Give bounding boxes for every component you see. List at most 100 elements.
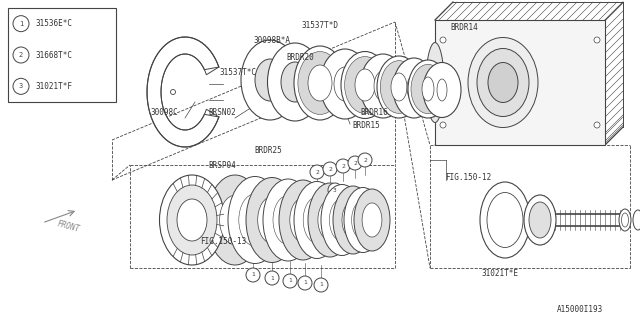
Circle shape <box>310 165 324 179</box>
Text: 1: 1 <box>19 21 23 27</box>
Ellipse shape <box>621 213 628 227</box>
Ellipse shape <box>529 202 551 238</box>
Text: BRSN02: BRSN02 <box>208 108 236 116</box>
Text: 2: 2 <box>353 161 357 165</box>
Ellipse shape <box>294 181 340 259</box>
Text: FIG.150-13: FIG.150-13 <box>200 237 246 246</box>
Ellipse shape <box>321 185 363 255</box>
Bar <box>435 20 605 145</box>
Ellipse shape <box>344 57 385 114</box>
Text: 30098B*A: 30098B*A <box>253 36 291 44</box>
Bar <box>8 8 116 102</box>
Ellipse shape <box>360 54 406 118</box>
Ellipse shape <box>239 194 271 246</box>
Circle shape <box>348 156 362 170</box>
Ellipse shape <box>354 189 390 251</box>
Ellipse shape <box>437 79 447 101</box>
Ellipse shape <box>422 77 434 101</box>
Text: BRDR14: BRDR14 <box>450 22 477 31</box>
Ellipse shape <box>440 37 446 43</box>
Text: 3: 3 <box>19 83 23 89</box>
Ellipse shape <box>263 179 313 261</box>
Ellipse shape <box>422 77 434 101</box>
Ellipse shape <box>391 73 407 101</box>
Ellipse shape <box>279 180 327 260</box>
Polygon shape <box>147 37 219 147</box>
Circle shape <box>358 153 372 167</box>
Ellipse shape <box>393 58 435 118</box>
Circle shape <box>13 78 29 94</box>
Ellipse shape <box>320 49 370 119</box>
Ellipse shape <box>619 209 631 231</box>
Circle shape <box>323 162 337 176</box>
Text: 1: 1 <box>251 273 255 277</box>
Circle shape <box>298 276 312 290</box>
Ellipse shape <box>351 201 374 239</box>
Ellipse shape <box>380 61 418 113</box>
Text: 2: 2 <box>19 52 23 58</box>
Text: 31536E*C: 31536E*C <box>35 19 72 28</box>
Ellipse shape <box>220 195 250 245</box>
Text: 31537T*D: 31537T*D <box>301 20 339 29</box>
Ellipse shape <box>170 90 175 94</box>
Ellipse shape <box>290 198 316 242</box>
Ellipse shape <box>268 43 323 121</box>
Ellipse shape <box>241 40 299 120</box>
Ellipse shape <box>594 122 600 128</box>
Ellipse shape <box>334 67 356 101</box>
Ellipse shape <box>308 65 332 101</box>
Ellipse shape <box>308 65 332 101</box>
Ellipse shape <box>426 43 444 123</box>
Text: A15000I193: A15000I193 <box>557 305 603 314</box>
Text: BRSP04: BRSP04 <box>208 161 236 170</box>
Ellipse shape <box>355 69 375 101</box>
Text: 2: 2 <box>363 157 367 163</box>
Ellipse shape <box>177 199 207 241</box>
Ellipse shape <box>330 199 355 241</box>
Text: 1: 1 <box>319 283 323 287</box>
Circle shape <box>13 47 29 63</box>
Circle shape <box>13 16 29 32</box>
Ellipse shape <box>167 185 217 255</box>
Ellipse shape <box>468 37 538 127</box>
Ellipse shape <box>633 210 640 230</box>
Ellipse shape <box>374 71 392 101</box>
Ellipse shape <box>159 175 225 265</box>
Text: 2: 2 <box>341 164 345 169</box>
Text: 1: 1 <box>270 276 274 281</box>
Ellipse shape <box>524 195 556 245</box>
Text: 30098C: 30098C <box>150 108 178 116</box>
Text: 2: 2 <box>328 166 332 172</box>
Text: 3: 3 <box>333 188 337 193</box>
Text: 31537T*C: 31537T*C <box>220 68 257 76</box>
Ellipse shape <box>391 73 407 101</box>
Ellipse shape <box>362 203 382 237</box>
Text: 31021T*E: 31021T*E <box>481 269 518 278</box>
Ellipse shape <box>207 175 263 265</box>
Text: 2: 2 <box>315 170 319 174</box>
Text: 31021T*F: 31021T*F <box>35 82 72 91</box>
Ellipse shape <box>487 193 523 247</box>
Circle shape <box>336 159 350 173</box>
Circle shape <box>314 278 328 292</box>
Ellipse shape <box>423 62 461 117</box>
Text: FRONT: FRONT <box>56 220 81 234</box>
Ellipse shape <box>407 75 421 101</box>
Ellipse shape <box>342 201 364 239</box>
Text: 1: 1 <box>288 278 292 284</box>
Ellipse shape <box>246 178 298 262</box>
Ellipse shape <box>318 200 342 240</box>
Circle shape <box>283 274 297 288</box>
Ellipse shape <box>298 52 342 115</box>
Ellipse shape <box>255 59 285 101</box>
Ellipse shape <box>477 49 529 116</box>
Ellipse shape <box>303 197 331 243</box>
Text: FIG.150-12: FIG.150-12 <box>445 172 492 181</box>
Ellipse shape <box>308 183 352 257</box>
Ellipse shape <box>344 188 382 252</box>
Text: BRDR16: BRDR16 <box>360 108 388 116</box>
Text: BRDR15: BRDR15 <box>352 121 380 130</box>
Ellipse shape <box>273 196 303 244</box>
Text: 1: 1 <box>303 281 307 285</box>
Ellipse shape <box>408 60 448 118</box>
